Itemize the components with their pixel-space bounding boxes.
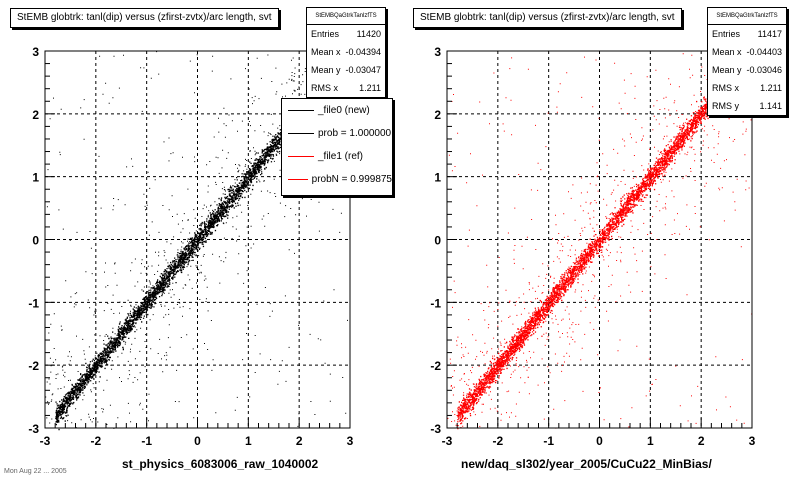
left-x-tick-label-1: -2 bbox=[90, 434, 101, 448]
right-x-tick-label-0: -3 bbox=[442, 434, 453, 448]
right-y-tick-label-6: 3 bbox=[434, 45, 441, 59]
left-y-tick-label-1: -2 bbox=[28, 359, 39, 373]
left-x-axis-label: st_physics_6083006_raw_1040002 bbox=[122, 457, 319, 471]
right-y-tick-label-5: 2 bbox=[434, 108, 441, 122]
right-stats-row-mean-x: Mean x -0.04403 bbox=[712, 47, 782, 57]
left-stats-name: StEMBQaGtrkTanlzfTS bbox=[307, 8, 385, 25]
left-plot-title: StEMB globtrk: tanl(dip) versus (zfirst-… bbox=[10, 8, 279, 28]
right-stats-row-mean-y: Mean y -0.03046 bbox=[712, 65, 782, 75]
right-y-tick-label-0: -3 bbox=[430, 422, 441, 436]
right-stats-name: StEMBQaGtrkTanlzfTS bbox=[708, 8, 786, 25]
left-x-tick-label-2: -1 bbox=[141, 434, 152, 448]
right-x-tick-label-3: 0 bbox=[596, 434, 603, 448]
left-stats-row-mean-y: Mean y -0.03047 bbox=[311, 65, 381, 75]
right-stats-row-rms-y: RMS y 1.141 bbox=[712, 101, 782, 111]
right-stats-box: StEMBQaGtrkTanlzfTS Entries 11417 Mean x-… bbox=[707, 7, 787, 116]
left-y-tick-label-5: 2 bbox=[32, 108, 39, 122]
left-x-tick-label-5: 2 bbox=[296, 434, 303, 448]
footer-timestamp: Mon Aug 22 ... 2005 bbox=[4, 468, 67, 475]
left-y-tick-label-4: 1 bbox=[32, 171, 39, 185]
left-stats-row-rms-x: RMS x 1.211 bbox=[311, 83, 381, 93]
right-x-tick-label-2: -1 bbox=[543, 434, 554, 448]
legend-entry-probn: probN = 0.999875 bbox=[282, 168, 392, 191]
left-y-tick-label-0: -3 bbox=[28, 422, 39, 436]
right-stats-row-rms-x: RMS x 1.211 bbox=[712, 83, 782, 93]
legend-entry-prob: prob = 1.000000 bbox=[282, 122, 392, 145]
left-y-tick-label-2: -1 bbox=[28, 296, 39, 310]
left-y-tick-label-3: 0 bbox=[32, 234, 39, 248]
left-stats-row-mean-x: Mean x -0.04394 bbox=[311, 47, 381, 57]
legend-entry-file1: _file1 (ref) bbox=[282, 145, 392, 168]
right-x-tick-label-5: 2 bbox=[698, 434, 705, 448]
right-x-tick-label-1: -2 bbox=[492, 434, 503, 448]
right-x-tick-label-6: 3 bbox=[749, 434, 756, 448]
right-plot-title: StEMB globtrk: tanl(dip) versus (zfirst-… bbox=[413, 8, 682, 28]
left-y-tick-label-6: 3 bbox=[32, 45, 39, 59]
left-scatter-series bbox=[45, 51, 351, 431]
left-stats-box: StEMBQaGtrkTanlzfTS Entries 11420 Mean x-… bbox=[306, 7, 386, 98]
right-y-tick-label-4: 1 bbox=[434, 171, 441, 185]
right-x-axis-label: new/daq_sl302/year_2005/CuCu22_MinBias/ bbox=[461, 457, 712, 471]
right-y-tick-label-2: -1 bbox=[430, 296, 441, 310]
right-scatter-series bbox=[447, 52, 753, 430]
left-x-tick-label-0: -3 bbox=[40, 434, 51, 448]
left-x-tick-label-4: 1 bbox=[245, 434, 252, 448]
legend-entry-file0: _file0 (new) bbox=[282, 99, 392, 122]
right-y-tick-label-3: 0 bbox=[434, 234, 441, 248]
left-x-tick-label-6: 3 bbox=[347, 434, 354, 448]
right-stats-row-entries: Entries 11417 bbox=[712, 29, 782, 39]
left-legend: _file0 (new) prob = 1.000000 _file1 (ref… bbox=[281, 98, 393, 196]
right-y-tick-label-1: -2 bbox=[430, 359, 441, 373]
left-x-tick-label-3: 0 bbox=[194, 434, 201, 448]
right-x-tick-label-4: 1 bbox=[647, 434, 654, 448]
left-stats-row-entries: Entries 11420 bbox=[311, 29, 381, 39]
